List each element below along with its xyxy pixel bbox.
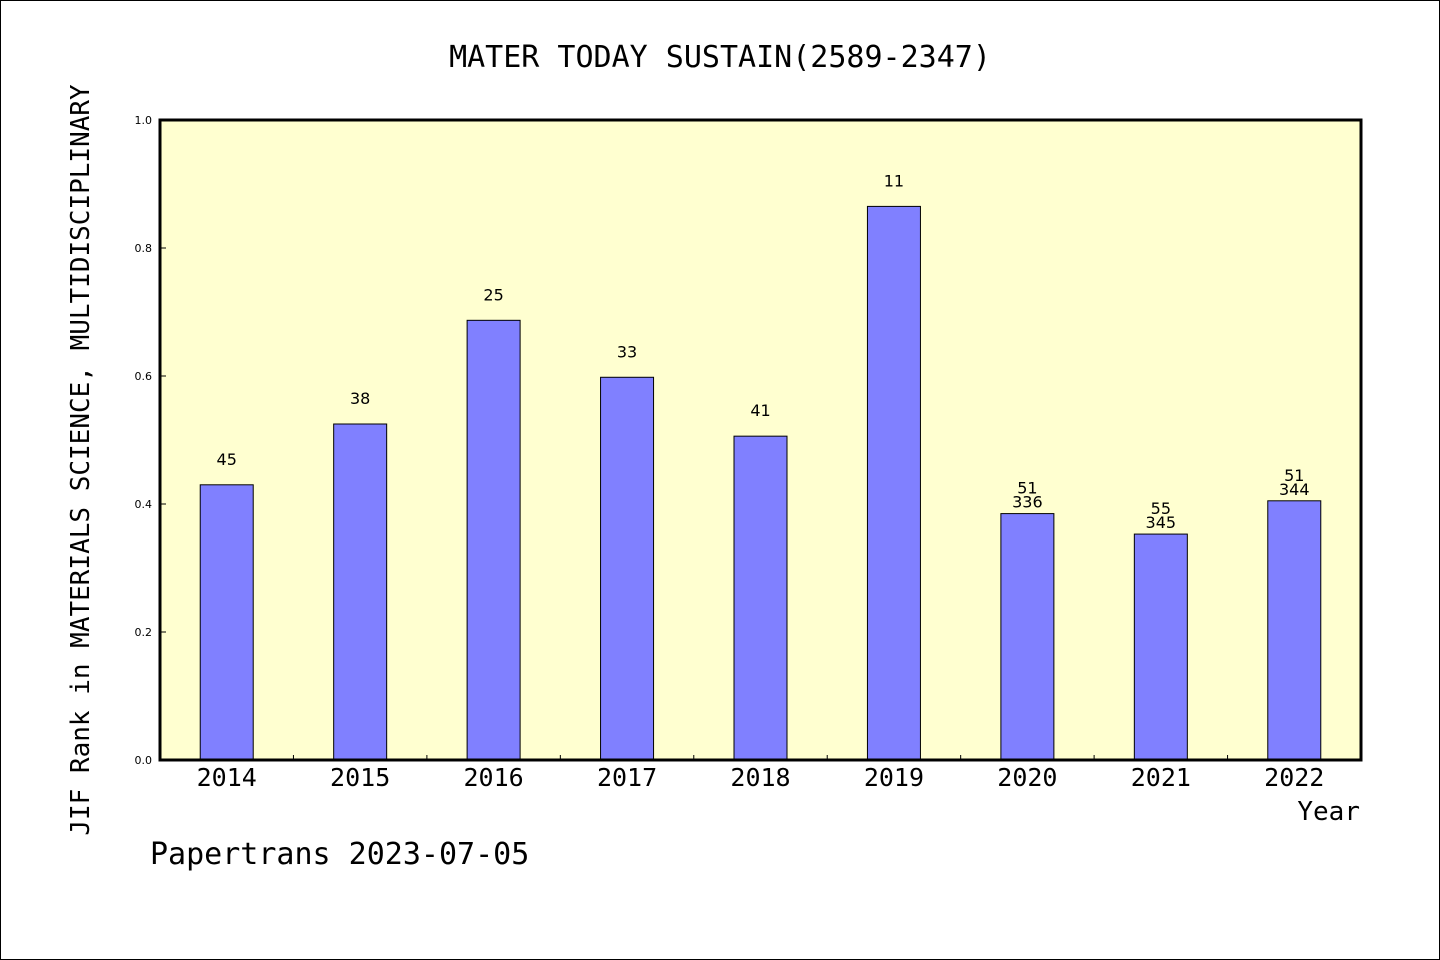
y-tick-label: 0.4 bbox=[135, 498, 153, 511]
x-tick-label: 2016 bbox=[464, 763, 524, 792]
bar-2014 bbox=[199, 484, 254, 761]
bar-total-label: 344 bbox=[1279, 480, 1310, 499]
bars-layer bbox=[199, 205, 1322, 761]
bar-2017 bbox=[600, 376, 655, 761]
bar-2022 bbox=[1267, 500, 1322, 761]
x-tick-label: 2018 bbox=[730, 763, 790, 792]
x-tick-label: 2022 bbox=[1264, 763, 1324, 792]
bar-total-label: 345 bbox=[1146, 513, 1177, 532]
bar-total-label: 336 bbox=[1012, 493, 1043, 512]
bar-rank-label: 11 bbox=[884, 171, 904, 190]
y-axis-label: JIF Rank in MATERIALS SCIENCE, MULTIDISC… bbox=[66, 84, 96, 836]
y-tick-label: 0.8 bbox=[135, 242, 153, 255]
bar-rank-label: 33 bbox=[617, 342, 637, 361]
bar-rank-label: 41 bbox=[750, 401, 770, 420]
y-tick-label: 0.2 bbox=[135, 626, 153, 639]
y-tick-label: 0.0 bbox=[135, 754, 153, 767]
bar-2016 bbox=[466, 319, 521, 761]
chart-title: MATER TODAY SUSTAIN(2589-2347) bbox=[449, 40, 991, 75]
bar-rank-label: 25 bbox=[483, 285, 503, 304]
x-axis: 2014 2015 2016 2017 2018 2019 2020 2021 2022 bbox=[197, 755, 1324, 792]
x-tick-label: 2019 bbox=[864, 763, 924, 792]
bar-rank-label: 45 bbox=[217, 450, 237, 469]
bar-rank-label: 51 bbox=[1017, 479, 1037, 498]
bar-rank-label: 38 bbox=[350, 389, 370, 408]
plot-border bbox=[158, 118, 1363, 762]
bar-2021 bbox=[1133, 533, 1188, 761]
bar-2015 bbox=[333, 423, 388, 761]
bar-rank-label: 51 bbox=[1284, 466, 1304, 485]
y-tick-label: 0.6 bbox=[135, 370, 153, 383]
x-tick-label: 2017 bbox=[597, 763, 657, 792]
bar-2018 bbox=[733, 435, 788, 761]
y-tick-label: 1.0 bbox=[135, 114, 153, 127]
x-tick-label: 2021 bbox=[1131, 763, 1191, 792]
bar-rank-label: 55 bbox=[1151, 499, 1171, 518]
x-tick-label: 2020 bbox=[997, 763, 1057, 792]
bar-2019 bbox=[866, 205, 921, 761]
footer-credit: Papertrans 2023-07-05 bbox=[150, 837, 529, 872]
x-tick-label: 2014 bbox=[197, 763, 257, 792]
bar-2020 bbox=[1000, 513, 1055, 761]
x-axis-label: Year bbox=[1297, 797, 1360, 827]
x-tick-label: 2015 bbox=[330, 763, 390, 792]
